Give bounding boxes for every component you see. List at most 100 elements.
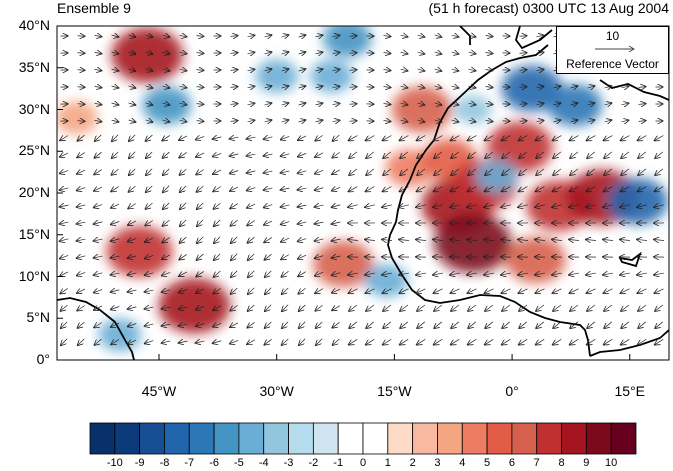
wind-vector [264,188,273,190]
wind-vector [196,271,204,276]
wind-vector [467,273,477,275]
wind-vector [298,171,307,173]
wind-vector [570,86,578,88]
wind-vector [502,168,511,175]
wind-vector [180,219,187,226]
wind-vector [315,52,323,54]
wind-vector [332,170,341,174]
wind-vector [400,339,409,344]
colorbar-tick-label: 0 [359,457,367,469]
wind-vector [332,256,341,258]
wind-vector [77,256,86,258]
wind-vector [231,219,238,226]
wind-vector [604,186,613,192]
wind-vector [383,53,391,54]
colorbar-tick-label: 7 [533,457,540,469]
colorbar-tick-label: -6 [209,457,219,469]
wind-vector [587,86,595,88]
anomaly-cell [607,178,668,225]
wind-vector [417,321,426,328]
colorbar-tick-label: -5 [234,457,244,469]
wind-vector [434,52,442,54]
wind-vector [111,273,120,275]
wind-vector [196,153,205,157]
wind-vector [247,35,255,36]
wind-vector [180,185,187,192]
wind-vector [197,236,204,243]
wind-vector [400,151,409,158]
wind-vector [518,289,528,293]
axis-ticks [57,25,631,361]
wind-vector [315,35,323,37]
wind-vector [77,153,85,158]
wind-vector [128,238,137,241]
wind-vector [365,289,375,293]
wind-vector [247,340,256,344]
wind-vector [485,87,493,88]
wind-vector [570,168,579,175]
wind-vector [316,338,323,345]
wind-vector [180,202,187,209]
lat-tick-label: 0° [36,351,50,367]
wind-vector [281,103,289,105]
colorbar-swatch [387,422,414,455]
wind-vector [60,153,69,157]
wind-vector [111,103,119,105]
wind-vector [383,36,391,37]
anomaly-cell [474,159,518,193]
wind-vector [569,289,579,293]
wind-vector [214,219,221,226]
wind-vector [247,52,255,53]
wind-vector [264,52,272,54]
wind-vector [332,120,340,121]
wind-vector [77,53,85,54]
wind-vector [196,136,205,139]
wind-vector [552,289,562,293]
wind-vector [485,304,494,311]
wind-vector [145,52,153,54]
wind-vector [111,306,120,309]
wind-vector [451,304,460,311]
wind-vector [536,52,544,53]
wind-vector [638,168,647,175]
wind-vector [519,186,528,192]
wind-vector [247,236,255,243]
wind-vector [145,324,154,326]
wind-vector [94,187,103,191]
wind-vector [655,186,664,192]
wind-vector [315,222,324,224]
colorbar-swatch [114,422,141,455]
wind-vector [265,321,272,328]
wind-vector [348,205,358,207]
wind-vector [128,52,136,54]
wind-vector [603,273,613,275]
wind-vector [94,273,103,275]
wind-vector [111,221,120,224]
wind-vector [129,185,136,192]
wind-vector [620,205,630,207]
wind-vector [535,273,545,275]
wind-vector [536,339,545,344]
colorbar-tick-label: -7 [184,457,195,469]
wind-vector [231,270,238,277]
wind-vector [451,321,460,328]
colorbar-tick-label: -3 [283,457,294,469]
wind-vector [332,187,341,190]
wind-vector [111,290,120,292]
wind-vector [179,289,188,292]
wind-vector [247,322,255,327]
wind-vector [416,205,426,207]
wind-vector [298,222,307,224]
wind-vector [60,171,69,174]
wind-vector [128,324,137,327]
wind-vector [77,121,85,122]
wind-vector [60,239,69,241]
anomaly-cell [501,65,562,112]
wind-vector [281,35,289,37]
anomaly-cell [98,318,142,352]
wind-vector [77,134,85,141]
wind-vector [281,69,289,71]
wind-vector [146,185,153,192]
wind-vector [299,304,306,311]
wind-vector [451,120,459,122]
